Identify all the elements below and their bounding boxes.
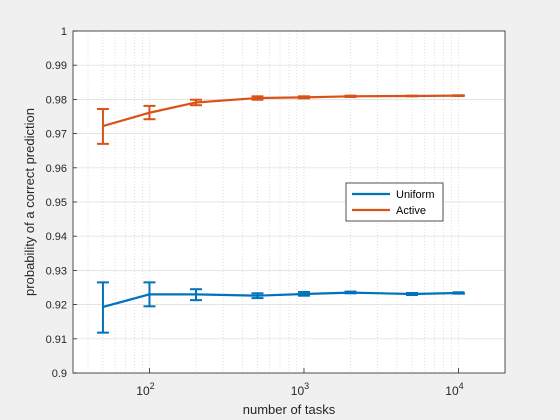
series-layer (96, 94, 465, 334)
x-axis-ticks: 102 103 104 (136, 368, 464, 398)
legend-box (345, 182, 444, 222)
legend-label-active: Active (396, 205, 426, 217)
y-tick-label: 0.95 (46, 197, 67, 209)
y-tick-label: 0.92 (46, 300, 67, 312)
x-axis-label: number of tasks (243, 402, 336, 417)
x-tick-label: 104 (445, 381, 463, 398)
x-tick-label: 103 (291, 381, 309, 398)
legend-label-uniform: Uniform (396, 189, 435, 201)
y-tick-label: 0.96 (46, 163, 67, 175)
y-tick-label: 0.97 (46, 129, 67, 141)
y-axis-ticks: 0.9 0.91 0.92 0.93 0.94 0.95 0.96 0.97 0.98 0.99 1 (46, 26, 77, 380)
y-axis-label: probability of a correct prediction (22, 108, 37, 296)
y-tick-label: 0.9 (52, 368, 67, 380)
y-tick-label: 0.99 (46, 60, 67, 72)
y-tick-label: 0.98 (46, 94, 67, 106)
legend: Uniform Active (345, 182, 444, 222)
y-tick-label: 0.94 (46, 231, 67, 243)
y-tick-label: 0.93 (46, 265, 67, 277)
series-uniform (96, 281, 465, 334)
y-tick-label: 0.91 (46, 334, 67, 346)
x-tick-label: 102 (136, 381, 154, 398)
series-active (96, 94, 465, 145)
y-tick-label: 1 (61, 26, 67, 38)
